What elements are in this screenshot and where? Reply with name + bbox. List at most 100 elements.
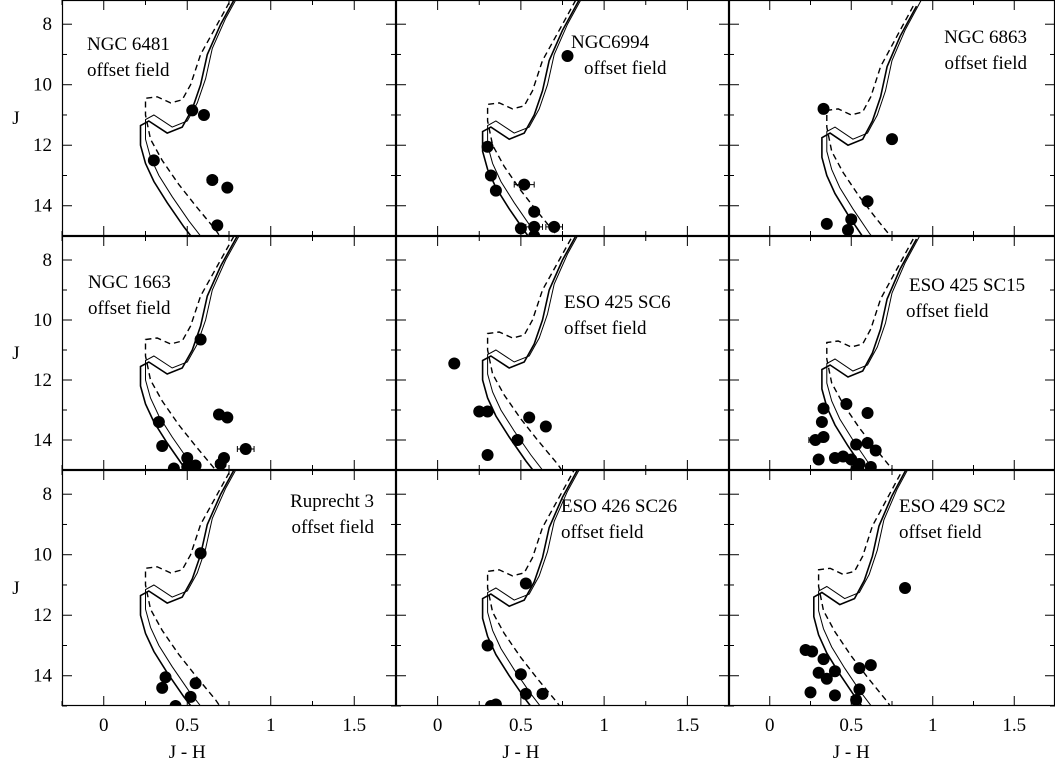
panel-7: 8 10 12 14 J 0 0.5 1 1.5 J - H Ruprecht 3 offset fi… — [12, 469, 397, 763]
data-point — [189, 677, 202, 690]
data-point — [167, 462, 180, 470]
isochrone-solid — [139, 0, 235, 236]
x-tick-label: 0.5 — [175, 715, 199, 736]
y-tick-label: 14 — [33, 196, 53, 217]
data-point — [194, 547, 207, 560]
data-point — [184, 690, 197, 703]
panel-label-line: offset field — [87, 60, 170, 81]
panel-label-line: offset field — [88, 298, 171, 319]
panel-content — [481, 470, 580, 706]
data-point — [817, 102, 830, 115]
panel-label-line: NGC 6481 — [87, 34, 170, 55]
panel-content — [139, 236, 255, 470]
data-point — [561, 49, 574, 62]
y-tick-label: 10 — [33, 310, 52, 331]
isochrone-dashed — [486, 236, 574, 470]
panel-label-line: offset field — [945, 53, 1028, 74]
panel-label: ESO 429 SC2 offset field — [899, 496, 1006, 543]
panel-content — [808, 236, 921, 470]
data-point — [152, 416, 165, 428]
isochrone-solid — [481, 470, 579, 706]
isochrone-solid — [139, 236, 238, 470]
y-tick-label: 8 — [43, 484, 53, 505]
panel-label: NGC 1663 offset field — [88, 272, 171, 319]
isochrone-solid-2 — [487, 236, 579, 470]
data-point — [481, 639, 494, 652]
panel-label: ESO 425 SC15 offset field — [906, 275, 1025, 322]
isochrone-solid — [481, 236, 577, 470]
data-point — [850, 693, 863, 706]
panel-frame — [728, 235, 1055, 471]
data-point — [147, 154, 160, 167]
panel-content — [139, 470, 237, 706]
data-point — [518, 178, 531, 191]
data-point — [221, 181, 234, 194]
isochrone-dashed — [817, 470, 904, 706]
data-point — [804, 686, 817, 699]
y-axis-label: J — [12, 578, 19, 599]
data-point — [514, 668, 527, 681]
data-point — [473, 405, 486, 418]
data-point — [536, 687, 549, 700]
panel-content — [448, 236, 579, 470]
isochrone-solid-2 — [145, 470, 237, 706]
data-point — [197, 108, 210, 121]
panel-label-line: offset field — [906, 301, 989, 322]
data-point — [845, 213, 858, 226]
panel-label: Ruprecht 3 offset field — [290, 491, 374, 538]
data-point — [820, 217, 833, 230]
data-point — [853, 662, 866, 675]
isochrone-solid-2 — [826, 236, 921, 470]
x-tick-label: 1 — [928, 715, 938, 736]
y-tick-label: 12 — [33, 135, 52, 156]
isochrone-dashed — [826, 238, 914, 470]
panel-label: NGC 6863 offset field — [944, 27, 1027, 74]
y-tick-label: 10 — [33, 75, 52, 96]
data-point — [448, 357, 461, 370]
data-point — [853, 683, 866, 696]
panel-label-line: ESO 426 SC26 — [561, 496, 677, 517]
x-axis-label: J - H — [833, 742, 870, 763]
panel-1: 8 10 12 14 J NGC 6481 offset field — [12, 0, 397, 237]
panel-label-line: NGC 1663 — [88, 272, 171, 293]
panel-label: NGC6994 offset field — [571, 32, 667, 79]
panel-5: ESO 425 SC6 offset field — [395, 235, 730, 471]
panel-label-line: offset field — [561, 522, 644, 543]
data-point — [850, 464, 863, 470]
isochrone-solid-2 — [487, 470, 580, 706]
panel-content — [799, 470, 912, 706]
isochrone-solid-2 — [818, 470, 909, 706]
panel-8: 0 0.5 1 1.5 J - H ESO 426 SC26 offset field — [395, 469, 730, 763]
data-point — [539, 420, 552, 433]
data-point — [181, 452, 194, 464]
panel-label: ESO 425 SC6 offset field — [564, 292, 671, 339]
data-point — [850, 438, 863, 451]
panel-9: 0 0.5 1 1.5 J - H ESO 429 SC2 offset field — [728, 469, 1055, 763]
y-tick-label: 14 — [33, 430, 53, 451]
data-point — [841, 223, 854, 236]
panel-label: NGC 6481 offset field — [87, 34, 170, 81]
panel-content — [139, 0, 237, 236]
y-tick-label: 12 — [33, 370, 52, 391]
panel-label-line: offset field — [584, 58, 667, 79]
panel-label-line: NGC 6863 — [944, 27, 1027, 48]
panel-label-line: ESO 425 SC15 — [909, 275, 1025, 296]
isochrone-solid — [821, 5, 918, 236]
y-axis-label: J — [12, 108, 19, 129]
data-point — [159, 671, 172, 684]
data-point — [815, 416, 828, 428]
panel-6: ESO 425 SC15 offset field — [728, 235, 1055, 471]
data-point — [840, 398, 853, 410]
data-point — [861, 407, 874, 419]
data-point — [489, 698, 502, 706]
data-point — [817, 431, 830, 443]
x-tick-label: 1.5 — [342, 715, 366, 736]
panel-label-line: offset field — [899, 522, 982, 543]
data-point — [817, 653, 830, 666]
x-tick-label: 0.5 — [509, 715, 533, 736]
panel-2: NGC6994 offset field — [395, 0, 730, 237]
isochrone-solid — [139, 470, 235, 706]
data-point — [206, 174, 219, 187]
isochrone-solid-2 — [145, 236, 240, 470]
